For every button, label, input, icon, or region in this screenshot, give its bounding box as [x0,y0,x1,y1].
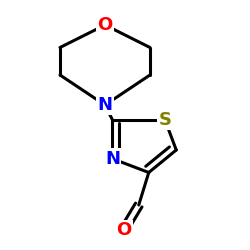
Text: N: N [105,150,120,168]
Text: O: O [116,221,132,239]
Text: S: S [158,111,172,129]
Text: N: N [98,96,112,114]
Text: O: O [98,16,112,34]
